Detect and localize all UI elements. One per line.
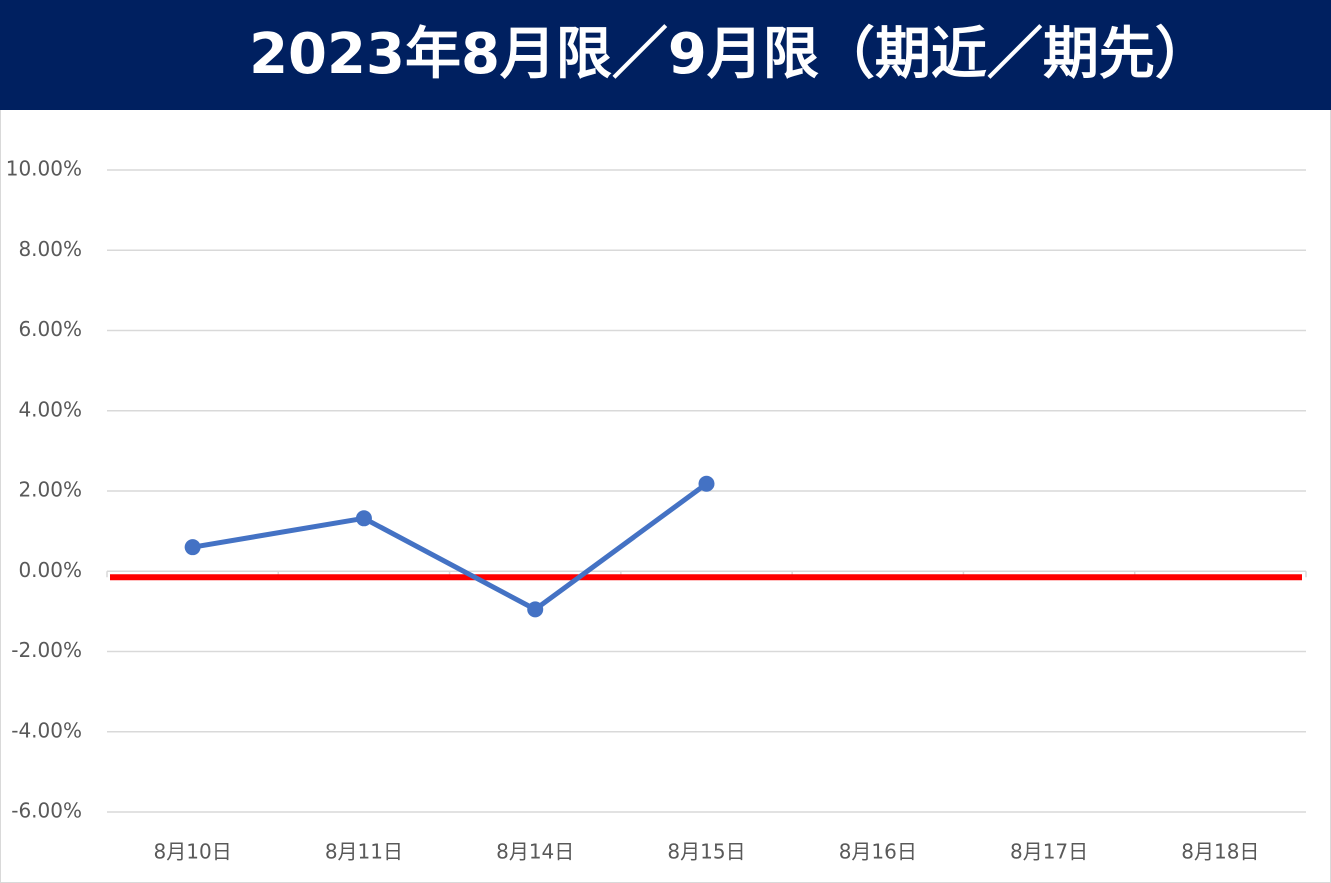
y-tick-label: 0.00% [18, 558, 82, 582]
y-tick-label: 10.00% [6, 157, 82, 181]
x-tick-label: 8月10日 [154, 840, 232, 864]
point [355, 510, 372, 527]
y-tick-label: 6.00% [18, 317, 82, 341]
y-tick-label: 2.00% [18, 478, 82, 502]
chart-title: 2023年8月限／9月限（期近／期先） [249, 22, 1211, 87]
x-tick-label: 8月16日 [839, 840, 917, 864]
title-banner [0, 0, 1331, 110]
point [184, 539, 201, 556]
x-tick-label: 8月18日 [1181, 840, 1259, 864]
y-tick-label: 8.00% [18, 237, 82, 261]
line [192, 481, 708, 612]
x-tick-label: 8月11日 [325, 840, 403, 864]
point [527, 601, 544, 618]
point [698, 475, 715, 492]
x-tick-label: 8月14日 [496, 840, 574, 864]
y-tick-label: -2.00% [11, 638, 82, 662]
x-tick-label: 8月17日 [1010, 840, 1088, 864]
y-tick-label: 4.00% [18, 397, 82, 421]
y-tick-label: -4.00% [11, 718, 82, 742]
x-tick-label: 8月15日 [667, 840, 745, 864]
y-tick-label: -6.00% [11, 799, 82, 823]
